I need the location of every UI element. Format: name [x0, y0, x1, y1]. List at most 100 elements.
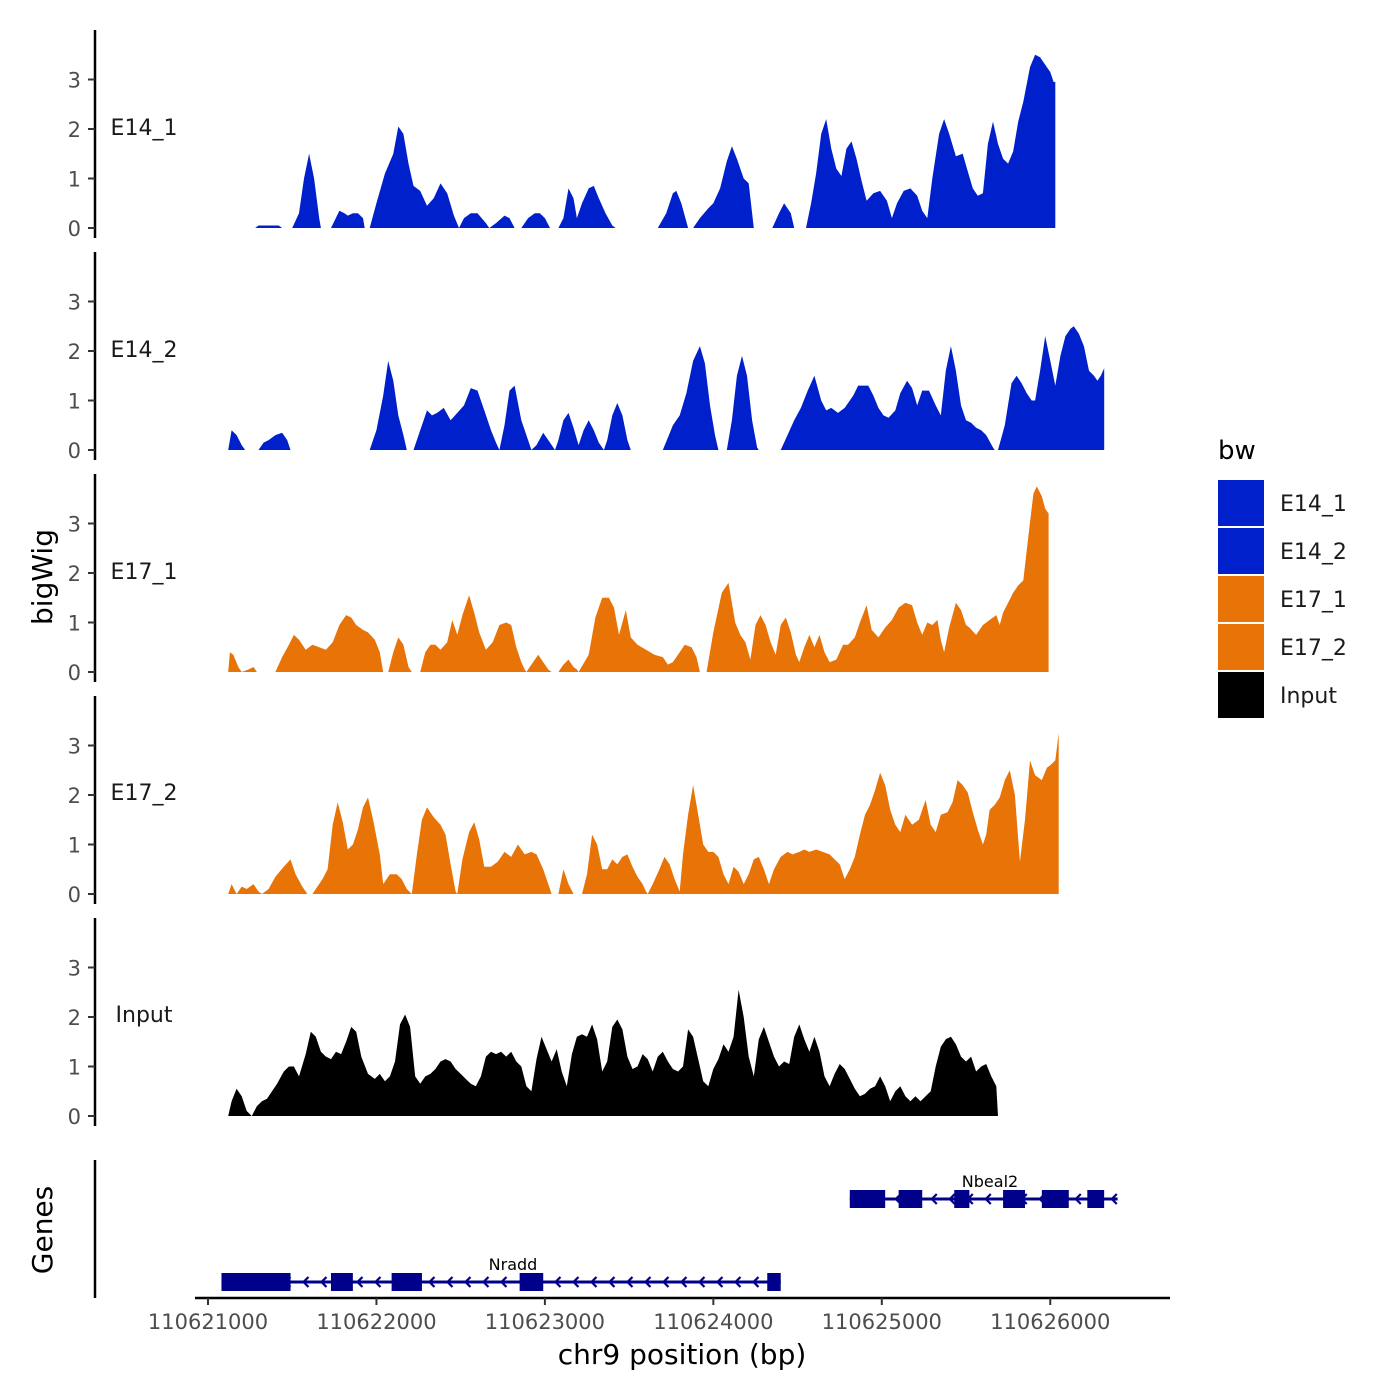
y-tick-label: 3: [68, 69, 81, 93]
legend-title: bw: [1218, 436, 1256, 466]
strand-arrow: [661, 1276, 670, 1288]
strand-arrow: [445, 1276, 454, 1288]
strand-arrow: [319, 1276, 328, 1288]
strand-arrow: [607, 1276, 616, 1288]
exon: [1003, 1190, 1025, 1208]
y-tick-label: 0: [68, 661, 81, 685]
area-e17_1: [228, 486, 1049, 672]
gene-nbeal2: Nbeal2: [849, 1172, 1118, 1208]
y-tick-label: 2: [68, 340, 81, 364]
strand-arrow: [427, 1276, 436, 1288]
legend: bw E14_1 E14_2 E17_1 E17_2 Input: [1218, 436, 1347, 718]
track-input: 0 1 2 3 Input: [68, 918, 998, 1129]
x-axis-title: chr9 position (bp): [558, 1338, 807, 1371]
y-tick-label: 3: [68, 513, 81, 537]
y-tick-label: 2: [68, 1006, 81, 1030]
area-input: [228, 989, 998, 1116]
gene-track: Nradd Nbeal2: [93, 1160, 1118, 1298]
y-tick-label: 2: [68, 562, 81, 586]
legend-item-e17_2: E17_2: [1218, 624, 1347, 670]
strand-arrow: [751, 1276, 760, 1288]
x-tick-label: 110623000: [485, 1310, 605, 1334]
y-tick-label: 0: [68, 1105, 81, 1129]
exon: [519, 1273, 544, 1291]
x-tick-label: 110622000: [316, 1310, 436, 1334]
track-label: E14_2: [111, 338, 178, 363]
track-e14_1: 0 1 2 3 E14_1: [68, 30, 1056, 241]
legend-label: Input: [1280, 684, 1337, 709]
track-label: E17_2: [111, 781, 178, 806]
gene-nradd: Nradd: [221, 1255, 781, 1291]
legend-item-input: Input: [1218, 672, 1337, 718]
legend-label: E14_1: [1280, 492, 1347, 517]
strand-arrow: [1110, 1193, 1118, 1205]
track-label: E17_1: [111, 560, 178, 585]
strand-arrow: [625, 1276, 634, 1288]
strand-arrow: [373, 1276, 382, 1288]
track-label: Input: [116, 1003, 173, 1028]
area-e17_2: [228, 733, 1059, 894]
gene-label: Nradd: [489, 1255, 538, 1274]
exon: [330, 1273, 353, 1291]
strand-arrow: [643, 1276, 652, 1288]
exon: [391, 1273, 422, 1291]
x-tick-label: 110624000: [653, 1310, 773, 1334]
y-tick-label: 1: [68, 168, 81, 192]
legend-swatch: [1218, 624, 1264, 670]
exon: [221, 1273, 291, 1291]
y-tick-label: 0: [68, 883, 81, 907]
strand-arrow: [715, 1276, 724, 1288]
legend-swatch: [1218, 576, 1264, 622]
exon: [954, 1190, 970, 1208]
track-e17_2: 0 1 2 3 E17_2: [68, 696, 1059, 907]
strand-arrow: [679, 1276, 688, 1288]
area-e14_2: [228, 326, 1105, 450]
exon: [1087, 1190, 1105, 1208]
y-tick-label: 2: [68, 118, 81, 142]
y-tick-label: 3: [68, 957, 81, 981]
y-tick-label: 1: [68, 1056, 81, 1080]
track-e14_2: 0 1 2 3 E14_2: [68, 252, 1105, 463]
y-tick-label: 2: [68, 784, 81, 808]
track-label: E14_1: [111, 116, 178, 141]
exon: [767, 1273, 781, 1291]
x-axis: 110621000 110622000 110623000 110624000 1106…: [148, 1296, 1170, 1334]
y-tick-label: 3: [68, 735, 81, 759]
strand-arrow: [697, 1276, 706, 1288]
x-tick-label: 110621000: [148, 1310, 268, 1334]
strand-arrow: [301, 1276, 310, 1288]
y-tick-label: 1: [68, 390, 81, 414]
x-tick-label: 110626000: [990, 1310, 1110, 1334]
strand-arrow: [499, 1276, 508, 1288]
legend-swatch: [1218, 672, 1264, 718]
y-tick-label: 1: [68, 612, 81, 636]
strand-arrow: [355, 1276, 364, 1288]
y-tick-label: 0: [68, 217, 81, 241]
genes-axis-title: Genes: [26, 1186, 59, 1274]
strand-arrow: [589, 1276, 598, 1288]
area-e14_1: [255, 54, 1056, 228]
strand-arrow: [481, 1276, 490, 1288]
signal-tracks: 0 1 2 3 E14_1 0 1 2 3 E14_2 0 1 2 3 E17_1 0 1 2 3 E17_2 0 1 2 3…: [68, 30, 1105, 1129]
legend-item-e14_2: E14_2: [1218, 528, 1347, 574]
x-tick-label: 110625000: [822, 1310, 942, 1334]
y-tick-label: 3: [68, 291, 81, 315]
legend-item-e14_1: E14_1: [1218, 480, 1347, 526]
strand-arrow: [571, 1276, 580, 1288]
strand-arrow: [733, 1276, 742, 1288]
y-tick-label: 0: [68, 439, 81, 463]
legend-label: E17_2: [1280, 636, 1347, 661]
exon: [898, 1190, 923, 1208]
track-e17_1: 0 1 2 3 E17_1: [68, 474, 1049, 685]
legend-item-e17_1: E17_1: [1218, 576, 1347, 622]
exon: [1041, 1190, 1069, 1208]
legend-label: E17_1: [1280, 588, 1347, 613]
y-tick-label: 1: [68, 834, 81, 858]
strand-arrow: [984, 1193, 992, 1205]
strand-arrow: [930, 1193, 938, 1205]
y-axis-title: bigWig: [26, 529, 59, 625]
legend-label: E14_2: [1280, 540, 1347, 565]
legend-swatch: [1218, 480, 1264, 526]
exon: [849, 1190, 886, 1208]
